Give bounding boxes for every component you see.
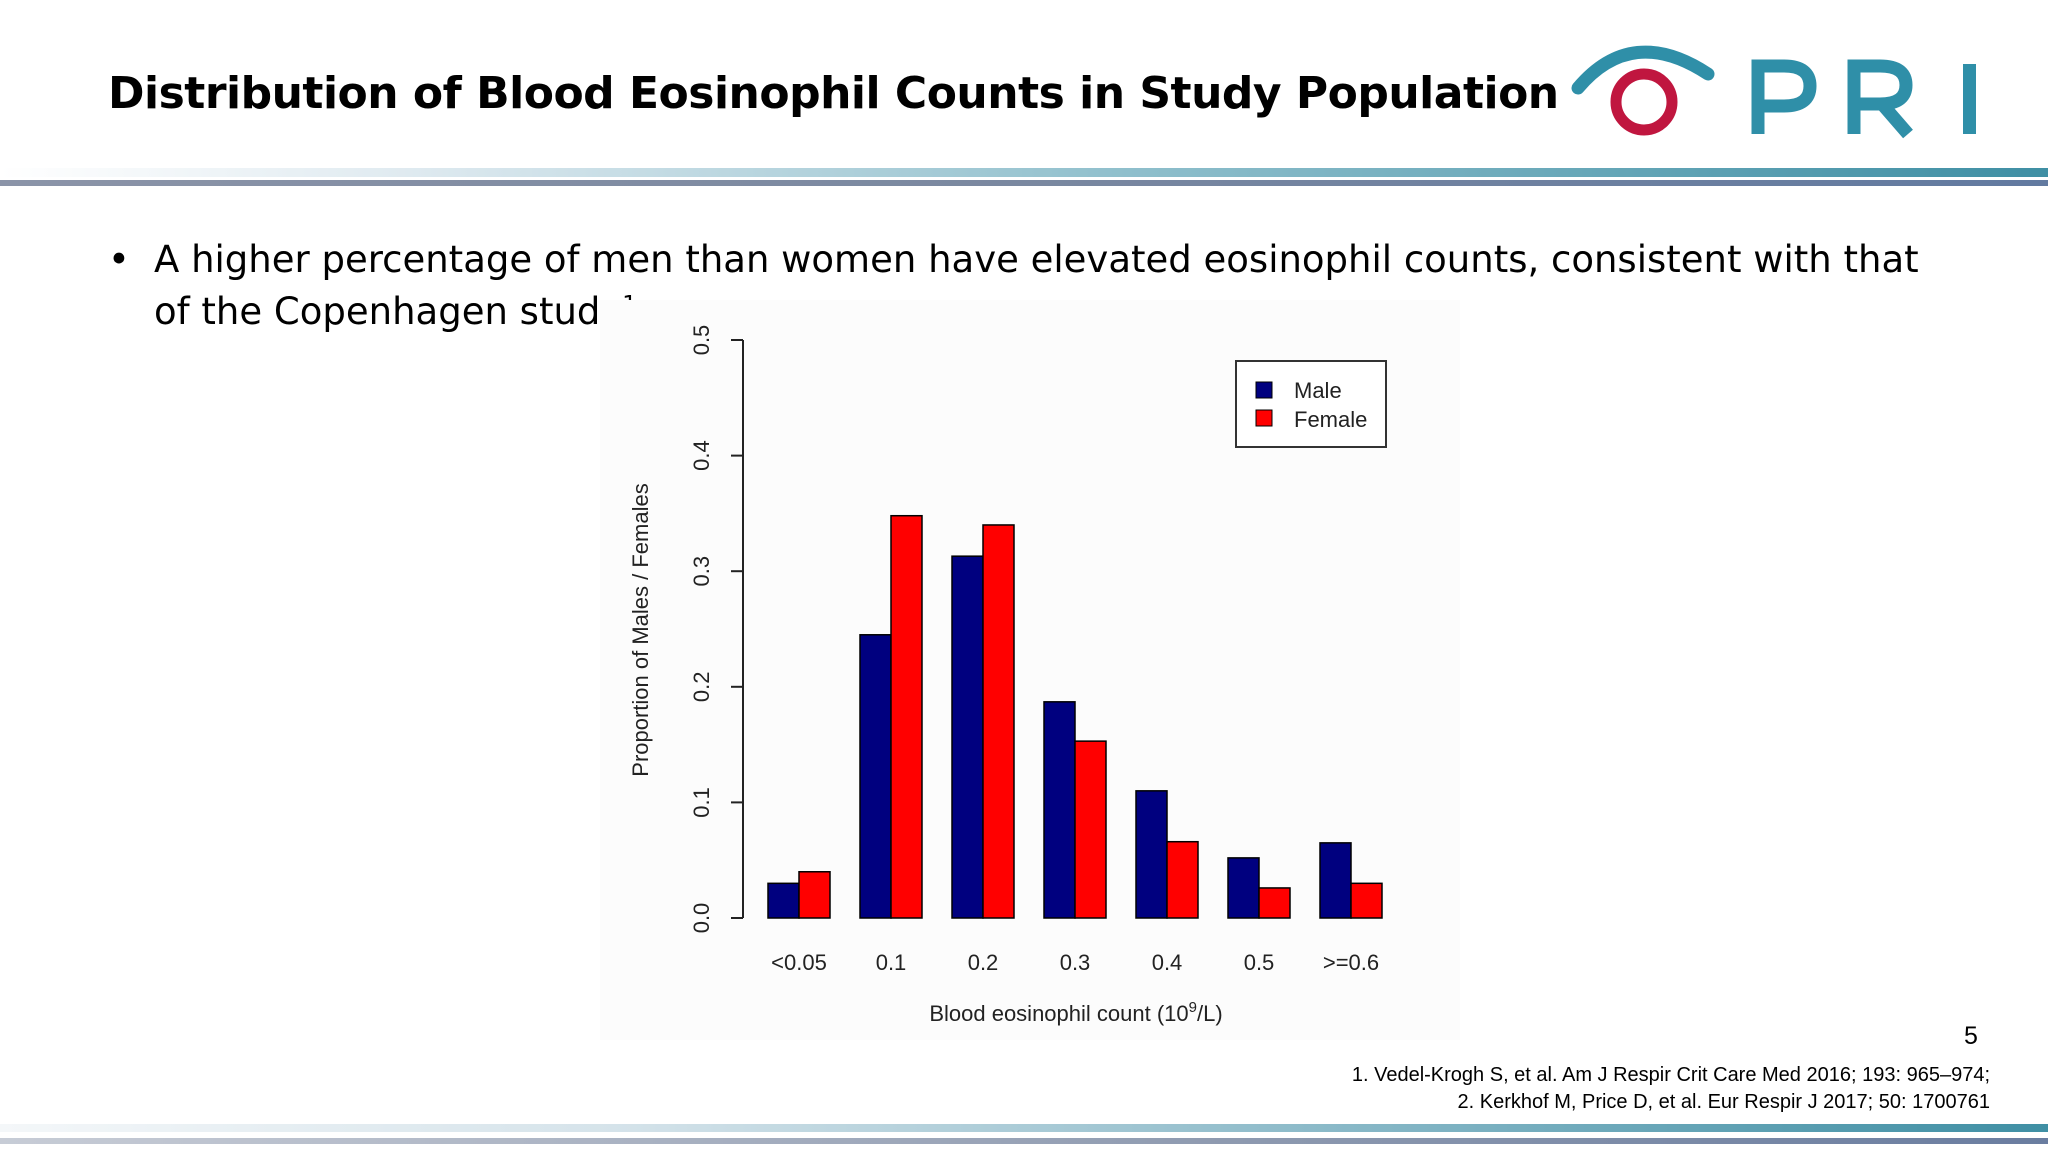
bar-female <box>798 871 831 919</box>
legend-label-male: Male <box>1294 378 1342 403</box>
bullet-dot-icon: • <box>108 238 130 281</box>
x-tick-label: 0.2 <box>968 950 999 975</box>
bar-female <box>1350 882 1383 919</box>
bar-male <box>767 882 800 919</box>
y-tick-label: 0.2 <box>689 672 714 703</box>
y-tick-label: 0.0 <box>689 903 714 934</box>
x-tick-label: >=0.6 <box>1323 950 1379 975</box>
reference-1: 1. Vedel-Krogh S, et al. Am J Respir Cri… <box>1351 1064 1990 1086</box>
x-tick-label: 0.3 <box>1060 950 1091 975</box>
legend-swatch-male <box>1255 381 1273 399</box>
y-tick-label: 0.3 <box>689 556 714 587</box>
bar-female <box>1074 740 1107 919</box>
page-number: 5 <box>1964 1022 1978 1050</box>
legend-label-female: Female <box>1294 407 1367 432</box>
logo-o-ring <box>1610 68 1678 136</box>
reference-2: 2. Kerkhof M, Price D, et al. Eur Respir… <box>1457 1091 1991 1113</box>
bar-male <box>1319 842 1352 919</box>
x-tick-label: <0.05 <box>771 950 827 975</box>
bar-male <box>859 634 892 919</box>
bar-chart: 0.0 0.1 0.2 0.3 0.4 0.5 <0.05 0.1 0.2 0.3 0.4 0.5 >… <box>600 300 1460 1040</box>
bars <box>767 514 1383 919</box>
bar-male <box>951 555 984 919</box>
legend-swatch-female <box>1255 409 1273 427</box>
footer-band-light <box>0 1124 2048 1132</box>
bar-male <box>1227 857 1260 919</box>
y-tick-label: 0.4 <box>689 440 714 471</box>
slide-title: Distribution of Blood Eosinophil Counts … <box>108 68 1559 119</box>
footer-band-dark <box>0 1138 2048 1144</box>
header-band-dark <box>0 180 2048 186</box>
logo-i-glyph <box>1963 64 1976 134</box>
y-tick-label: 0.5 <box>689 325 714 356</box>
x-tick-label: 0.1 <box>876 950 907 975</box>
bar-female <box>982 524 1015 919</box>
logo-r-glyph <box>1847 59 1913 139</box>
y-axis-label: Proportion of Males / Females <box>628 483 653 776</box>
bar-female <box>1258 887 1291 919</box>
x-tick-label: 0.5 <box>1244 950 1275 975</box>
bar-female <box>890 514 923 919</box>
logo-p-glyph <box>1751 59 1817 134</box>
y-tick-label: 0.1 <box>689 787 714 818</box>
opri-logo <box>1571 45 1976 139</box>
bar-male <box>1043 701 1076 919</box>
bullet-text: A higher percentage of men than women ha… <box>154 238 1919 333</box>
bar-female <box>1166 840 1199 919</box>
logo-arc <box>1571 45 1715 95</box>
legend: Male Female <box>1235 360 1387 448</box>
x-axis: <0.05 0.1 0.2 0.3 0.4 0.5 >=0.6 <box>771 950 1379 975</box>
x-axis-label: Blood eosinophil count (109/L) <box>929 999 1222 1026</box>
bar-male <box>1135 790 1168 919</box>
legend-box <box>1235 360 1387 448</box>
y-axis: 0.0 0.1 0.2 0.3 0.4 0.5 <box>689 325 744 934</box>
header-band-light <box>0 168 2048 177</box>
references: 1. Vedel-Krogh S, et al. Am J Respir Cri… <box>1352 1062 1990 1116</box>
x-tick-label: 0.4 <box>1152 950 1183 975</box>
